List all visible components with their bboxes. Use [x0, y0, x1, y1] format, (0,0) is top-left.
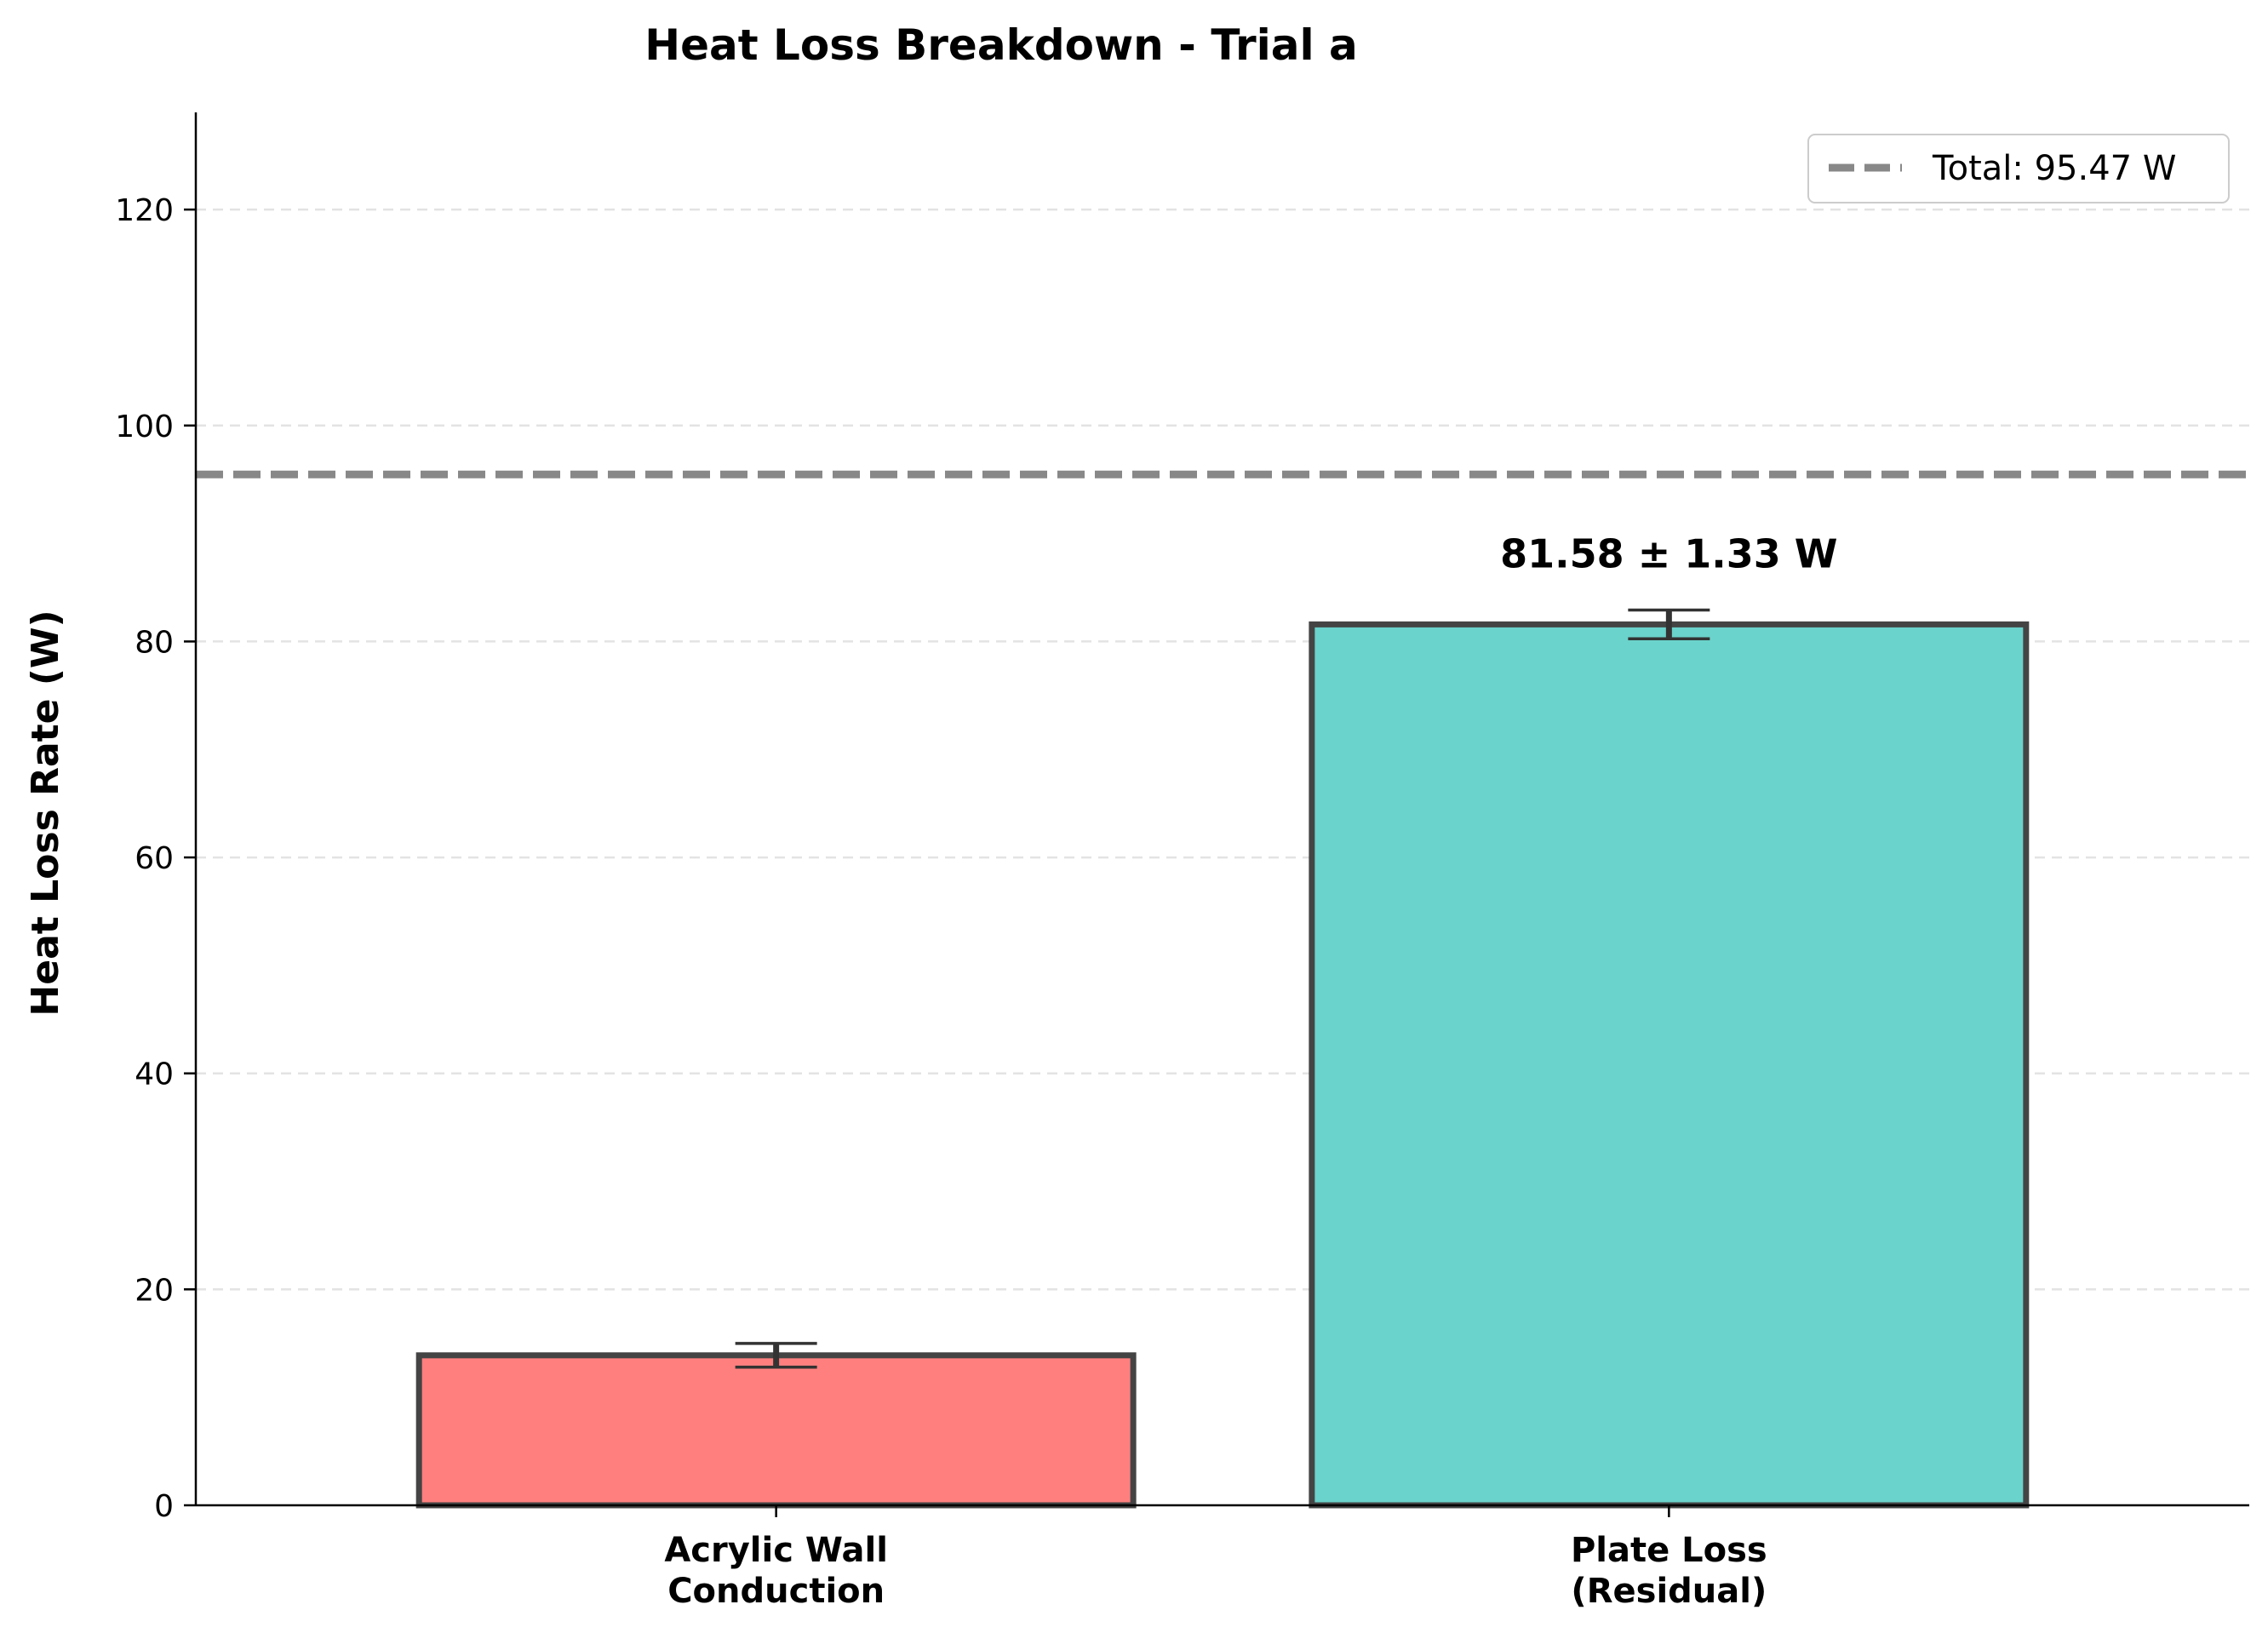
bar [415, 1352, 1137, 1509]
axes [194, 112, 2249, 1507]
chart-title: Heat Loss Breakdown - Trial a [644, 20, 1358, 70]
x-ticks: Acrylic Wall Conduction Plate Loss (Residua… [664, 1505, 1767, 1611]
y-axis-label: Heat Loss Rate (W) [24, 610, 67, 1016]
y-tick-label: 100 [115, 410, 174, 444]
x-tick-label-line: Acrylic Wall [664, 1531, 888, 1570]
x-tick-label: Plate Loss (Residual) [1571, 1531, 1767, 1611]
legend: Total: 95.47 W [1807, 134, 2230, 203]
data-label: 81.58 ± 1.33 W [1500, 531, 1837, 577]
y-tick-label: 40 [135, 1057, 174, 1092]
legend-entry-total: Total: 95.47 W [1932, 149, 2176, 188]
y-tick-label: 60 [135, 841, 174, 876]
y-tick-label: 20 [135, 1273, 174, 1308]
x-tick-label-line: Conduction [667, 1572, 885, 1611]
data-labels: 81.58 ± 1.33 W [1500, 531, 1837, 577]
error-bars [735, 608, 1710, 1369]
y-ticks: 0 20 40 60 80 100 120 [115, 193, 196, 1524]
bar [1309, 621, 2030, 1509]
y-tick-label: 0 [154, 1489, 174, 1524]
x-tick-label-line: (Residual) [1571, 1572, 1767, 1611]
legend-frame [1807, 134, 2230, 203]
bars [415, 621, 2030, 1509]
y-tick-label: 120 [115, 193, 174, 228]
x-tick-label-line: Plate Loss [1571, 1531, 1767, 1570]
x-tick-label: Acrylic Wall Conduction [664, 1531, 888, 1611]
y-tick-label: 80 [135, 625, 174, 660]
